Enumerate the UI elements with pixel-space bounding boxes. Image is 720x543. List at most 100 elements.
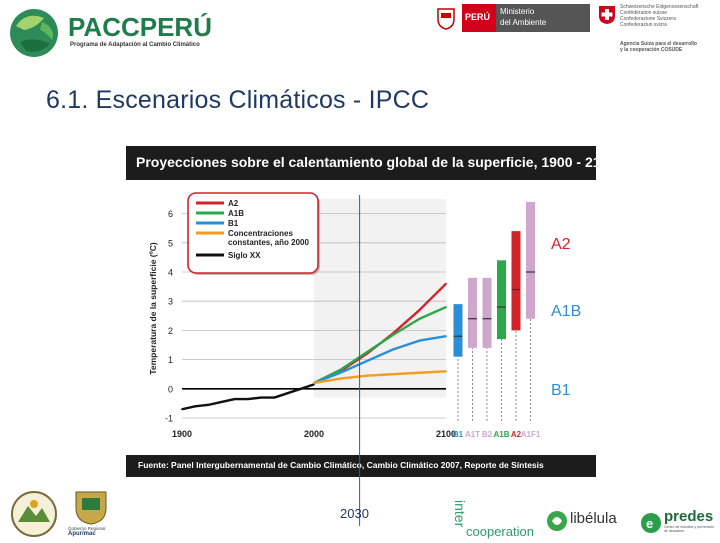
data-point [339, 371, 342, 374]
pacc-logo-name-a: PACC [68, 12, 140, 42]
slide-title: 6.1. Escenarios Climáticos - IPCC [46, 86, 430, 114]
y-tick-label: 5 [168, 238, 173, 248]
marker-year-label: 2030 [340, 506, 369, 521]
range-bar-label: B2 [482, 430, 493, 439]
data-point [207, 403, 210, 406]
range-bar [526, 201, 535, 319]
range-bar-label: B1 [453, 430, 464, 439]
data-point [445, 282, 447, 285]
suiza-agency-line2: y la cooperación COSUDE [620, 47, 683, 53]
legend-label: A1B [228, 209, 244, 218]
seal-logo [10, 490, 58, 538]
ministerio-line1: Ministerio [500, 7, 535, 16]
legend-label: A2 [228, 199, 239, 208]
x-tick-label: 1900 [172, 429, 192, 439]
range-bar-label: A2 [511, 430, 522, 439]
predes-icon: e [641, 513, 661, 533]
predes-logo: e predes Centro de estudios y prevención… [640, 508, 720, 538]
gobierno-line2: Apurímac [68, 531, 96, 537]
chart-source: Fuente: Panel Intergubernamental de Camb… [138, 460, 544, 470]
predes-name: predes [664, 508, 714, 525]
gobierno-shield-icon [75, 491, 107, 525]
data-point [339, 368, 342, 371]
suiza-line-3: Confederazione Svizzera [620, 16, 676, 22]
peru-shield-icon [434, 6, 458, 30]
data-point [365, 360, 368, 362]
data-point [260, 396, 263, 399]
gobierno-logo: Gobierno Regional Apurímac [66, 490, 116, 538]
data-point [339, 377, 342, 380]
range-bar [453, 304, 463, 357]
data-point [365, 351, 368, 354]
libelula-logo: libélula [546, 508, 632, 536]
swiss-cross-icon [598, 5, 616, 25]
y-tick-label: 4 [168, 268, 173, 278]
data-point [365, 374, 368, 377]
y-tick-label: -1 [165, 414, 173, 424]
range-bar [497, 260, 506, 340]
ministerio-country: PERÚ [465, 12, 491, 22]
libelula-name: libélula [570, 510, 617, 527]
pacc-logo-subtitle: Programa de Adaptación al Cambio Climáti… [70, 42, 200, 48]
suiza-line-1: Schweizerische Eidgenossenschaft [620, 4, 699, 10]
y-tick-label: 6 [168, 209, 173, 219]
data-point [313, 382, 315, 384]
data-point [418, 371, 421, 374]
data-point [181, 408, 183, 411]
data-point [445, 306, 447, 308]
ministerio-logo: PERÚ Ministerio del Ambiente [434, 4, 590, 32]
pacc-globe-icon [10, 9, 58, 57]
y-axis-label: Temperatura de la superficie (ºC) [148, 242, 158, 375]
range-bar [468, 277, 477, 348]
data-point [392, 333, 395, 336]
intercooperation-logo: inter cooperation [452, 494, 542, 539]
data-point [445, 370, 447, 373]
svg-text:e: e [646, 516, 653, 531]
data-point [194, 405, 197, 408]
range-bar [482, 277, 492, 348]
scenario-label: A2 [551, 236, 571, 253]
x-tick-label: 2000 [304, 429, 324, 439]
y-tick-label: 2 [168, 326, 173, 336]
range-bar [511, 231, 521, 331]
chart-footer-bar [126, 455, 596, 477]
data-point [273, 396, 276, 399]
scenario-label: A1B [551, 303, 581, 320]
legend-label: Siglo XX [228, 251, 261, 260]
pacc-logo-name-b: PERÚ [139, 12, 212, 42]
range-bar-label: A1F1 [521, 430, 541, 439]
pacc-logo: PACCPERÚ Programa de Adaptación al Cambi… [6, 6, 216, 60]
chart-title: Proyecciones sobre el calentamiento glob… [136, 154, 617, 170]
chart-header-bar [126, 146, 596, 180]
suiza-logo: Schweizerische Eidgenossenschaft Confédé… [596, 3, 716, 59]
legend-label: Concentraciones [228, 229, 293, 238]
legend-label: constantes, año 2000 [228, 238, 309, 247]
libelula-icon [547, 511, 567, 531]
y-tick-label: 3 [168, 297, 173, 307]
data-point [392, 373, 395, 376]
data-point [445, 335, 447, 338]
gobierno-line1: Gobierno Regional [68, 526, 106, 531]
data-point [418, 339, 421, 342]
data-point [286, 392, 289, 395]
scenario-label: B1 [551, 382, 571, 399]
data-point [418, 309, 421, 311]
data-point [392, 348, 395, 351]
predes-sub: Centro de estudios y prevención de desas… [664, 525, 715, 533]
projection-zone [314, 199, 446, 398]
intercooperation-part2: cooperation [466, 524, 534, 539]
suiza-line-2: Confédération suisse [620, 10, 667, 16]
data-point [220, 401, 223, 403]
suiza-agency-line1: Agencia Suiza para el desarrollo [620, 41, 697, 47]
suiza-line-4: Confederaziun svizra [620, 22, 667, 28]
range-bar-label: A1T [465, 430, 480, 439]
series-line [313, 305, 447, 385]
data-point [233, 398, 236, 400]
ministerio-line2: del Ambiente [500, 18, 547, 27]
y-tick-label: 0 [168, 384, 173, 394]
series-line [313, 335, 447, 385]
data-point [418, 317, 421, 320]
data-point [247, 398, 249, 400]
x-tick-label: 2100 [436, 429, 456, 439]
